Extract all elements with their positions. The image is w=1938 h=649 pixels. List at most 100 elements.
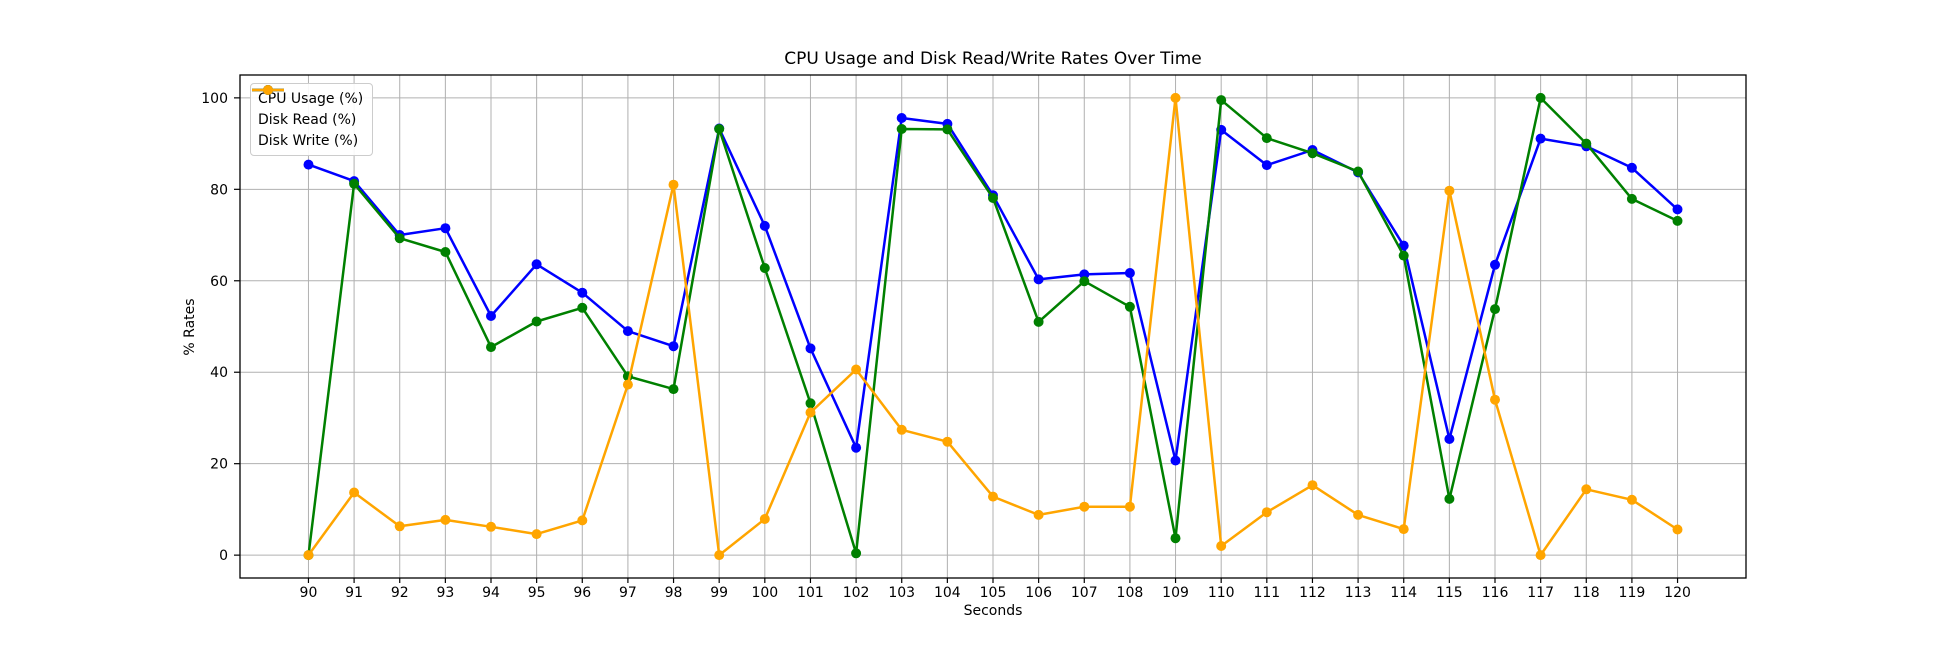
x-tick-label: 95 — [528, 585, 546, 601]
cpu-usage-marker — [1170, 455, 1181, 466]
disk-write-marker — [1535, 550, 1546, 561]
x-tick-label: 99 — [710, 585, 728, 601]
x-axis-label: Seconds — [963, 603, 1023, 619]
disk-read-marker — [1581, 138, 1592, 149]
x-tick-label: 97 — [619, 585, 637, 601]
disk-write-marker — [1353, 509, 1364, 520]
x-tick-label: 119 — [1619, 585, 1646, 601]
legend-item-disk-read: Disk Read (%) — [252, 85, 363, 130]
disk-write-marker — [486, 521, 496, 532]
disk-write-marker — [349, 487, 360, 498]
disk-read-marker — [349, 178, 360, 189]
x-tick-label: 105 — [980, 585, 1007, 601]
legend-marker-icon — [263, 85, 273, 95]
x-tick-label: 111 — [1253, 585, 1280, 601]
disk-write-marker — [1124, 501, 1135, 512]
x-tick-label: 92 — [391, 585, 409, 601]
disk-read-marker — [531, 316, 542, 327]
y-axis-label: % Rates — [182, 298, 198, 356]
disk-read-marker — [1216, 95, 1227, 106]
disk-read-marker — [1672, 215, 1683, 226]
cpu-usage-marker — [531, 259, 542, 270]
cpu-usage-marker — [1672, 204, 1683, 215]
chart-title: CPU Usage and Disk Read/Write Rates Over… — [784, 49, 1202, 69]
disk-write-marker — [1490, 394, 1500, 405]
legend-item-label: CPU Usage (%) — [258, 90, 364, 107]
x-tick-label: 116 — [1482, 585, 1509, 601]
disk-write-marker — [303, 550, 314, 561]
disk-write-marker — [805, 407, 816, 418]
y-tick-label: 60 — [210, 274, 228, 290]
legend-item-disk-write: Disk Write (%) — [252, 85, 363, 151]
disk-write-marker — [622, 379, 633, 390]
y-tick-label: 80 — [210, 182, 228, 198]
disk-read-marker — [394, 233, 405, 244]
disk-read-marker — [1261, 133, 1272, 144]
disk-read-marker — [1490, 304, 1500, 315]
cpu-usage-marker — [1124, 268, 1135, 278]
disk-read-marker — [577, 302, 588, 313]
disk-write-marker — [1398, 524, 1409, 535]
x-tick-label: 103 — [888, 585, 915, 601]
x-tick-label: 112 — [1299, 585, 1326, 601]
disk-read-marker — [1535, 92, 1546, 103]
disk-write-marker — [577, 515, 588, 526]
disk-read-marker — [1353, 166, 1364, 177]
disk-write-marker — [1170, 92, 1181, 103]
cpu-usage-marker — [1490, 259, 1500, 270]
cpu-usage-marker — [1261, 160, 1272, 171]
disk-read-marker — [1307, 148, 1318, 159]
x-tick-label: 117 — [1527, 585, 1554, 601]
cpu-usage-marker — [851, 442, 862, 453]
disk-write-marker — [759, 514, 770, 524]
disk-write-marker — [1261, 507, 1272, 518]
cpu-usage-marker — [805, 343, 816, 354]
x-tick-label: 109 — [1162, 585, 1189, 601]
legend-item-label: Disk Write (%) — [258, 132, 359, 149]
disk-write-marker — [1216, 541, 1227, 551]
disk-read-marker — [1033, 316, 1044, 327]
cpu-usage-marker — [486, 311, 496, 321]
cpu-usage-marker — [622, 326, 633, 337]
disk-read-marker — [896, 124, 907, 134]
x-tick-label: 115 — [1436, 585, 1463, 601]
cpu-usage-marker — [668, 341, 679, 352]
x-tick-label: 102 — [843, 585, 870, 601]
disk-read-marker — [1626, 193, 1637, 204]
x-tick-label: 106 — [1025, 585, 1052, 601]
cpu-usage-marker — [303, 159, 314, 170]
disk-read-marker — [668, 384, 679, 395]
x-tick-label: 100 — [751, 585, 778, 601]
x-tick-label: 107 — [1071, 585, 1098, 601]
cpu-usage-marker — [1033, 274, 1044, 285]
x-tick-label: 110 — [1208, 585, 1235, 601]
x-tick-label: 96 — [573, 585, 591, 601]
y-tick-label: 100 — [201, 91, 228, 107]
disk-write-marker — [988, 491, 998, 502]
x-tick-label: 101 — [797, 585, 824, 601]
y-tick-label: 0 — [219, 548, 228, 564]
disk-write-marker — [1672, 524, 1683, 535]
cpu-usage-marker — [1444, 434, 1455, 444]
disk-read-marker — [1079, 276, 1090, 287]
disk-read-marker — [1398, 250, 1409, 261]
x-tick-label: 120 — [1664, 585, 1691, 601]
disk-write-marker — [1581, 484, 1592, 495]
disk-write-marker — [942, 436, 953, 447]
disk-read-marker — [1124, 301, 1135, 312]
disk-write-marker — [1444, 185, 1455, 196]
cpu-usage-marker — [1535, 133, 1546, 144]
disk-write-marker — [1033, 509, 1044, 520]
cpu-usage-marker — [759, 220, 770, 231]
cpu-usage-marker — [896, 113, 907, 123]
x-tick-label: 91 — [345, 585, 363, 601]
x-tick-label: 90 — [300, 585, 318, 601]
disk-write-marker — [851, 364, 862, 375]
x-tick-label: 113 — [1345, 585, 1372, 601]
disk-read-marker — [851, 548, 862, 559]
disk-write-marker — [1307, 480, 1318, 491]
disk-read-marker — [1170, 533, 1181, 544]
legend-swatch-disk-write — [252, 85, 284, 95]
